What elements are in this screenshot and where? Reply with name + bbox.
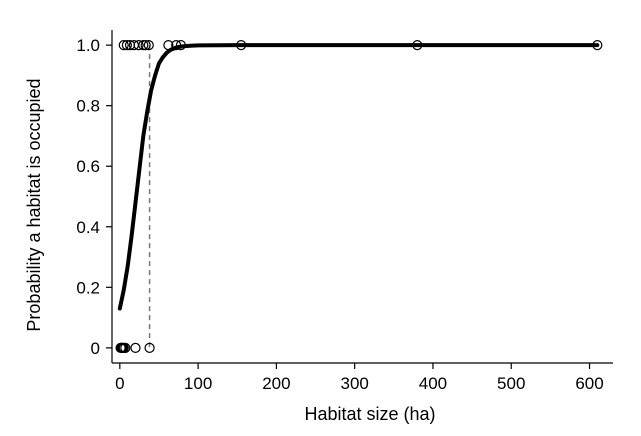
occupied-point xyxy=(121,40,132,51)
occupied-point xyxy=(133,40,144,51)
x-tick-label: 300 xyxy=(340,374,368,393)
x-tick-label: 400 xyxy=(419,374,447,393)
y-tick-label: 0.2 xyxy=(76,278,100,297)
y-tick-label: 1.0 xyxy=(76,36,100,55)
curve-layer xyxy=(117,43,600,311)
unoccupied-point xyxy=(130,342,141,353)
unoccupied-point xyxy=(144,342,155,353)
y-tick-label: 0.6 xyxy=(76,157,100,176)
y-tick-label: 0.4 xyxy=(76,218,100,237)
x-tick-label: 200 xyxy=(262,374,290,393)
occupied-point xyxy=(140,40,151,51)
occupied-point xyxy=(175,40,186,51)
y-tick-label: 0.8 xyxy=(76,97,100,116)
y-axis-title: Probability a habitat is occupied xyxy=(24,78,44,331)
x-tick-label: 100 xyxy=(184,374,212,393)
x-axis-title: Habitat size (ha) xyxy=(304,404,435,424)
ticks: 0 100 200 300 400 500 600 0 0.2 0.4 0.6 0.8 1.0 xyxy=(76,36,603,393)
fitted-curve xyxy=(117,43,600,311)
occupied-point xyxy=(118,40,129,51)
points-layer xyxy=(115,40,603,353)
occupied-point xyxy=(171,40,182,51)
y-tick-label: 0 xyxy=(91,339,100,358)
occupied-point xyxy=(236,40,247,51)
axes xyxy=(111,30,613,364)
unoccupied-point xyxy=(120,342,131,353)
occupied-point xyxy=(592,40,603,51)
occupied-point xyxy=(163,40,174,51)
occupied-point xyxy=(412,40,423,51)
occupied-point xyxy=(143,40,154,51)
x-tick-label: 0 xyxy=(115,374,124,393)
x-tick-label: 600 xyxy=(575,374,603,393)
x-tick-label: 500 xyxy=(497,374,525,393)
